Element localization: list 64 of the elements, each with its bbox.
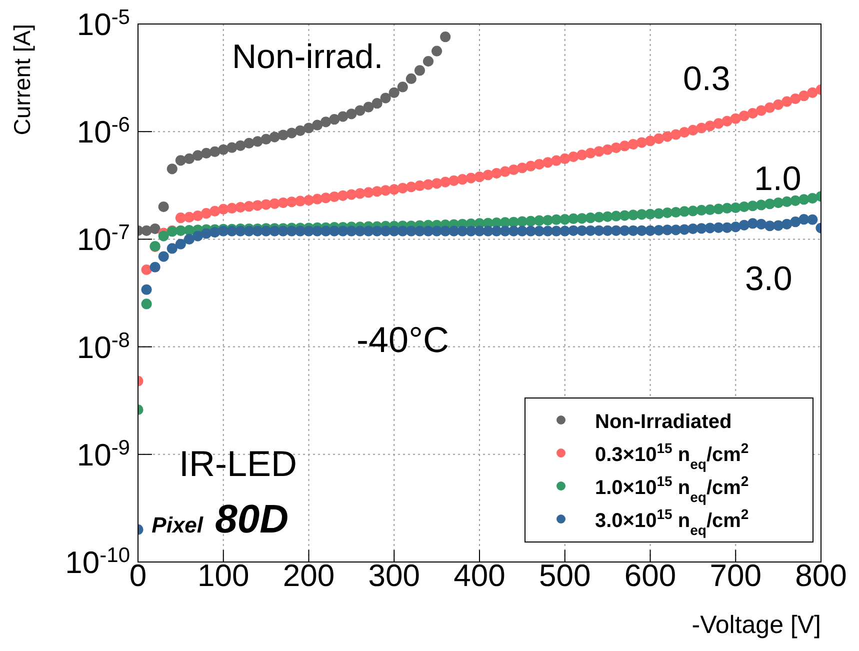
point xyxy=(260,134,272,144)
y-tick-label: 10$^{-9}$ xyxy=(76,436,130,472)
x-tick-label: 800 xyxy=(795,558,847,593)
point xyxy=(320,116,332,128)
point xyxy=(312,120,323,130)
y-axis-title: Current [A] xyxy=(9,24,35,136)
point xyxy=(346,108,357,120)
point xyxy=(226,142,238,153)
point xyxy=(269,132,280,142)
annotation: -40°C xyxy=(356,319,449,360)
annotation: Non-irrad. xyxy=(232,38,384,76)
point xyxy=(380,92,391,104)
point xyxy=(286,128,297,138)
point xyxy=(303,122,314,134)
y-tick-label: 10$^{-7}$ xyxy=(76,220,130,258)
annotation: 0.3 xyxy=(683,60,730,98)
legend-label: Non-Irradiated xyxy=(595,411,732,433)
y-tick-label: 10$^{-6}$ xyxy=(76,113,130,150)
point xyxy=(388,87,400,98)
point xyxy=(158,202,169,212)
point xyxy=(141,225,152,236)
legend-label: 3.0×10$^{15}$ n$_{eq}$/cm$^{2}$ xyxy=(595,506,749,538)
point xyxy=(235,140,246,151)
y-tick-label: 10$^{-5}$ xyxy=(76,6,130,42)
point xyxy=(414,65,426,76)
x-tick-label: 500 xyxy=(539,558,591,593)
point xyxy=(201,148,212,158)
point xyxy=(440,32,451,42)
x-tick-label: 200 xyxy=(282,558,335,593)
annotation: Pixel 80D xyxy=(152,497,289,542)
point xyxy=(252,136,263,147)
x-tick-label: 300 xyxy=(368,558,420,593)
point xyxy=(192,150,204,161)
legend-label: 1.0×10$^{15}$ n$_{eq}$/cm$^{2}$ xyxy=(595,473,749,505)
point xyxy=(354,105,366,116)
point xyxy=(397,82,408,92)
x-tick-label: 600 xyxy=(624,558,676,593)
point xyxy=(372,98,382,109)
point xyxy=(278,130,288,140)
point xyxy=(406,73,416,84)
x-tick-label: 0 xyxy=(129,558,147,593)
point xyxy=(363,102,374,112)
legend-label: 0.3×10$^{15}$ n$_{eq}$/cm$^{2}$ xyxy=(595,440,749,472)
annotation: 1.0 xyxy=(754,160,802,198)
x-tick-label: 400 xyxy=(454,558,506,593)
point xyxy=(218,144,229,155)
point xyxy=(432,46,442,56)
point xyxy=(166,164,178,174)
point xyxy=(329,114,340,125)
point xyxy=(184,153,195,164)
point xyxy=(422,56,434,67)
x-tick-label: 100 xyxy=(198,558,250,593)
y-tick-label: 10$^{-8}$ xyxy=(76,328,130,365)
point xyxy=(175,155,186,166)
point xyxy=(150,223,160,234)
annotation: 3.0 xyxy=(745,260,792,298)
point xyxy=(294,125,306,136)
point xyxy=(210,146,220,158)
point xyxy=(338,111,348,122)
y-tick-label: 10$^{-10}$ xyxy=(65,544,130,580)
point xyxy=(244,138,254,149)
x-axis-title: -Voltage [V] xyxy=(692,611,821,639)
x-tick-label: 700 xyxy=(710,558,762,593)
annotation: IR-LED xyxy=(178,442,298,484)
